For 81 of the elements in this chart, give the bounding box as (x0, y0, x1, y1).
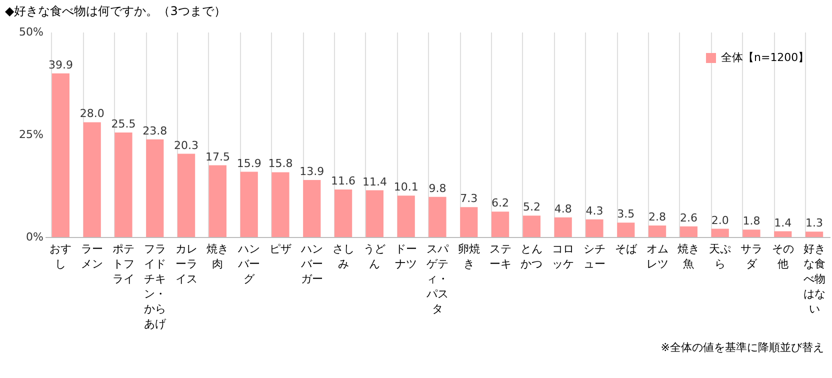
data-label: 3.5 (617, 208, 635, 221)
x-tick-label: その他 (772, 242, 794, 270)
data-label: 1.3 (806, 216, 824, 230)
bar (366, 190, 384, 237)
x-tick-label: ドーナツ (395, 242, 418, 270)
y-tick-label: 50% (19, 26, 44, 38)
x-tick-label: シチュー (584, 242, 606, 270)
x-tick-label: 天ぷら (709, 242, 732, 270)
data-label: 13.9 (300, 165, 324, 178)
x-tick-label: ハンバーガー (300, 242, 323, 286)
data-label: 11.4 (362, 175, 387, 188)
bar (522, 216, 540, 237)
x-tick-label: ポテトフライ (112, 242, 134, 286)
x-tick-label: ラーメン (81, 242, 104, 270)
bar (554, 217, 572, 237)
data-label: 2.6 (680, 211, 698, 224)
bar (617, 222, 635, 237)
x-tick-label: サラダ (740, 242, 762, 270)
data-label: 11.6 (331, 174, 356, 188)
data-label: 1.8 (742, 214, 760, 228)
data-label: 15.8 (268, 157, 293, 170)
bar (208, 165, 226, 237)
x-tick-label: スパゲティ・パスタ (426, 242, 450, 316)
bar (774, 231, 792, 237)
x-tick-label: ハンバーグ (237, 242, 260, 286)
bar (83, 122, 101, 237)
data-label: 39.9 (48, 58, 73, 72)
bar (806, 232, 824, 237)
data-label: 4.3 (586, 204, 604, 218)
data-label: 15.9 (236, 156, 262, 170)
x-tick-label: 焼き肉 (206, 242, 229, 270)
chart-title: ◆好きな食べ物は何ですか。（3つまで） (5, 4, 226, 18)
bar (680, 226, 698, 237)
bar (272, 172, 290, 237)
bar (178, 154, 196, 237)
data-label: 4.8 (554, 202, 572, 216)
bar (334, 189, 352, 237)
x-tick-label: ステーキ (489, 242, 512, 270)
text: ※全体の値を基準に降順並び替え (660, 340, 824, 355)
data-label: 10.1 (394, 180, 418, 194)
data-label: 9.8 (428, 182, 446, 195)
bar (648, 226, 666, 237)
bar (492, 212, 510, 237)
x-tick-label: オムレツ (646, 242, 668, 270)
x-tick-label: 焼き魚 (678, 242, 700, 270)
bar (711, 228, 729, 237)
x-tick-label: おすし (50, 242, 72, 270)
data-label: 2.8 (648, 210, 666, 224)
data-label: 1.4 (774, 216, 792, 230)
x-tick-label: さしみ (332, 242, 354, 270)
x-tick-label: ピザ (270, 242, 292, 256)
legend-label: 全体【n=1200】 (721, 51, 810, 64)
x-tick-label: そば (614, 242, 638, 256)
data-label: 5.2 (522, 200, 540, 214)
bar (460, 207, 478, 237)
x-tick-label: フライドチキン・からあげ (144, 242, 167, 330)
x-tick-label: コロッケ (552, 242, 574, 270)
x-tick-label: カレーライス (175, 242, 198, 286)
bar (146, 139, 164, 237)
x-tick-label: とんかつ (520, 242, 543, 270)
bar (114, 132, 132, 237)
data-label: 6.2 (492, 196, 510, 210)
x-tick-label: 好きな食べ物はない (803, 242, 826, 316)
x-tick-label: 卵焼き (458, 242, 480, 270)
bar (742, 230, 760, 237)
bar (303, 180, 321, 237)
x-tick-label: うどん (364, 242, 386, 270)
y-tick-label: 25% (19, 128, 44, 141)
data-label: 28.0 (80, 107, 104, 120)
bar (397, 196, 415, 237)
data-label: 25.5 (111, 117, 136, 130)
y-tick-label: 0% (26, 230, 44, 244)
data-label: 17.5 (205, 150, 230, 164)
data-label: 23.8 (142, 124, 168, 138)
bar (586, 219, 604, 237)
data-label: 2.0 (711, 214, 729, 227)
data-label: 20.3 (174, 138, 199, 152)
data-label: 7.3 (460, 192, 478, 206)
bar (52, 73, 70, 237)
bar (240, 172, 258, 237)
bar (428, 196, 446, 237)
